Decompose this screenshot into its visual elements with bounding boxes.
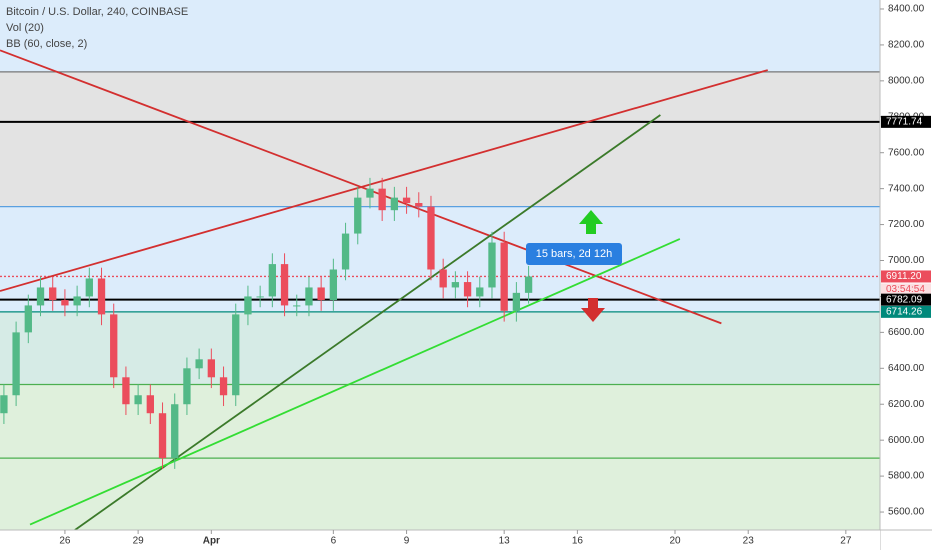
- candle-body: [73, 296, 81, 306]
- y-tick-label: 6000.00: [888, 435, 925, 446]
- level-label-box: [881, 115, 931, 128]
- candle-body: [390, 197, 399, 211]
- level-label: 7771.74: [886, 116, 923, 127]
- zone: [0, 71, 880, 207]
- candle-body: [61, 300, 69, 306]
- trendline: [29, 238, 681, 526]
- level-label: 6911.20: [886, 271, 922, 282]
- zone: [0, 384, 880, 530]
- level-label: 6782.09: [886, 294, 923, 305]
- candle-body: [146, 395, 154, 414]
- trendline: [0, 69, 768, 292]
- candle-body: [97, 278, 106, 315]
- candle-body: [317, 287, 325, 301]
- candle-body: [512, 292, 521, 311]
- candle-body: [158, 413, 167, 459]
- measure-label: 15 bars, 2d 12h: [536, 248, 612, 260]
- candle-body: [524, 276, 533, 293]
- candle-body: [36, 287, 45, 306]
- x-tick-label: 29: [133, 536, 145, 547]
- candle-body: [195, 359, 203, 369]
- candle-body: [171, 404, 179, 459]
- candle-body: [244, 296, 252, 315]
- candle-body: [207, 359, 215, 378]
- candle-body: [85, 278, 93, 297]
- x-tick-label: 13: [499, 536, 511, 547]
- level-label-box: [881, 270, 931, 283]
- level-label: 6714.26: [886, 306, 923, 317]
- candle-body: [402, 197, 411, 204]
- candle-body: [439, 269, 447, 288]
- y-tick-label: 6200.00: [888, 399, 925, 410]
- indicator-label: Vol (20): [6, 22, 44, 34]
- candle-body: [24, 305, 32, 333]
- x-tick-label: 9: [404, 536, 410, 547]
- zone: [0, 311, 880, 385]
- y-tick-label: 6400.00: [888, 363, 925, 374]
- candle-body: [378, 188, 386, 211]
- candle-body: [110, 314, 118, 378]
- y-tick-label: 6600.00: [888, 327, 925, 338]
- x-tick-label: Apr: [203, 536, 220, 547]
- candle-body: [305, 287, 313, 306]
- x-tick-label: 27: [840, 536, 852, 547]
- zone: [0, 0, 880, 72]
- candle-body: [183, 368, 191, 405]
- candle-body: [232, 314, 240, 396]
- y-tick-label: 7400.00: [888, 183, 925, 194]
- candle-body: [256, 296, 264, 298]
- candle-body: [280, 264, 289, 306]
- y-tick-label: 7600.00: [888, 147, 925, 158]
- zones: [0, 0, 880, 530]
- countdown: 03:54:54: [886, 284, 925, 295]
- candle-body: [268, 264, 277, 297]
- y-tick-label: 7200.00: [888, 219, 925, 230]
- chart-title: Bitcoin / U.S. Dollar, 240, COINBASE: [6, 6, 188, 18]
- candle-body: [451, 282, 460, 288]
- x-tick-label: 20: [669, 536, 681, 547]
- candle-body: [415, 203, 423, 207]
- candle-body: [0, 395, 8, 414]
- candle-body: [463, 282, 472, 297]
- candle-body: [219, 377, 228, 396]
- x-tick-label: 23: [743, 536, 755, 547]
- candle-body: [12, 332, 20, 396]
- candle-body: [476, 287, 484, 297]
- up-arrow: [579, 210, 603, 234]
- zone: [0, 206, 880, 312]
- axes: 8400.008200.008000.007800.007600.007400.…: [59, 4, 931, 547]
- y-tick-label: 5800.00: [888, 471, 925, 482]
- candle-body: [488, 242, 496, 288]
- candle-body: [293, 305, 301, 307]
- level-label-box: [881, 305, 931, 318]
- candle-body: [366, 188, 374, 198]
- plot: [0, 49, 880, 531]
- candle-body: [49, 287, 57, 301]
- x-tick-label: 16: [572, 536, 584, 547]
- y-tick-label: 8200.00: [888, 40, 925, 51]
- candle-body: [427, 206, 435, 270]
- countdown-box: [881, 283, 931, 296]
- indicator-label: BB (60, close, 2): [6, 38, 87, 50]
- trendline: [74, 114, 661, 531]
- x-tick-label: 6: [331, 536, 337, 547]
- down-arrow: [581, 298, 605, 322]
- candle-body: [341, 233, 350, 270]
- level-label-box: [881, 293, 931, 306]
- x-tick-label: 26: [59, 536, 71, 547]
- candle-body: [329, 269, 338, 301]
- y-tick-label: 8000.00: [888, 75, 925, 86]
- candle-body: [122, 377, 130, 405]
- candle-body: [354, 197, 362, 234]
- y-tick-label: 7000.00: [888, 255, 925, 266]
- candle-body: [500, 242, 508, 311]
- time-axis: [0, 530, 880, 550]
- y-tick-label: 8400.00: [888, 4, 925, 15]
- measure-box: [526, 243, 622, 265]
- candle-body: [134, 395, 142, 405]
- y-tick-label: 5600.00: [888, 507, 925, 518]
